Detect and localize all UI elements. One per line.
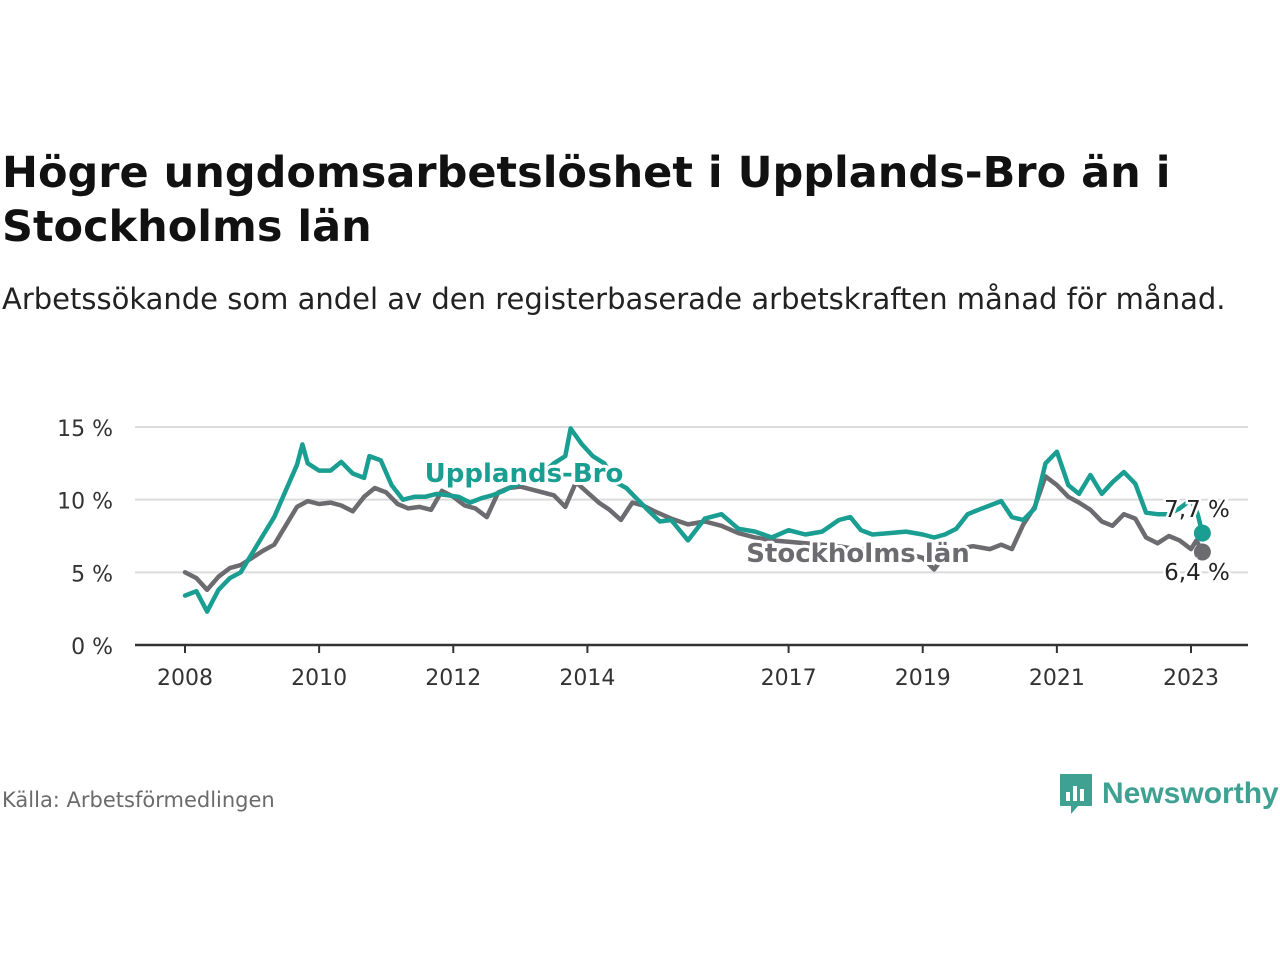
x-tick-label: 2008: [157, 666, 213, 691]
x-tick-label: 2014: [559, 666, 615, 691]
x-tick-label: 2017: [761, 666, 817, 691]
x-tick-label: 2010: [291, 666, 347, 691]
upplands-bro-end-value: 7,7 %: [1164, 497, 1230, 523]
stockholms-lan-end-dot: [1193, 543, 1211, 561]
upplands-bro-line: [182, 426, 1205, 614]
y-tick-label: 15 %: [57, 417, 113, 442]
x-axis: 2008 2010 2012 2014 2017 2019 2021 2023: [135, 643, 1248, 691]
grid-lines: [135, 426, 1248, 574]
series-labels: Upplands-Bro Stockholms län 7,7 % 6,4 %: [422, 456, 1233, 589]
stockholms-lan-line: [182, 474, 1205, 593]
brand-name: Newsworthy: [1102, 777, 1279, 810]
stockholms-lan-label: Stockholms län: [746, 539, 970, 569]
line-chart: 0 %5 %10 %15 % 2008 2010 2012 2014 2017 2019 2…: [57, 417, 1248, 691]
stockholms-lan-end-value: 6,4 %: [1164, 560, 1230, 586]
x-tick-label: 2012: [425, 666, 481, 691]
y-tick-label: 0 %: [71, 635, 113, 660]
chart-subtitle: Arbetssökande som andel av den registerb…: [2, 282, 1226, 316]
upplands-bro-end-dot: [1193, 524, 1211, 542]
y-tick-label: 5 %: [71, 562, 113, 587]
series-lines: [182, 426, 1211, 614]
x-tick-label: 2023: [1163, 666, 1219, 691]
chart-title: Högre ungdomsarbetslöshet i Upplands-Bro…: [2, 148, 1171, 252]
newsworthy-logo-icon: [1060, 774, 1092, 814]
source-note: Källa: Arbetsförmedlingen: [2, 788, 275, 812]
y-axis-ticks: 0 % 5 % 10 % 15 %: [57, 417, 113, 660]
x-tick-label: 2021: [1029, 666, 1085, 691]
upplands-bro-label: Upplands-Bro: [425, 459, 624, 489]
brand-logo: Newsworthy: [1058, 772, 1279, 816]
y-tick-label: 10 %: [57, 490, 113, 515]
x-tick-label: 2019: [895, 666, 951, 691]
